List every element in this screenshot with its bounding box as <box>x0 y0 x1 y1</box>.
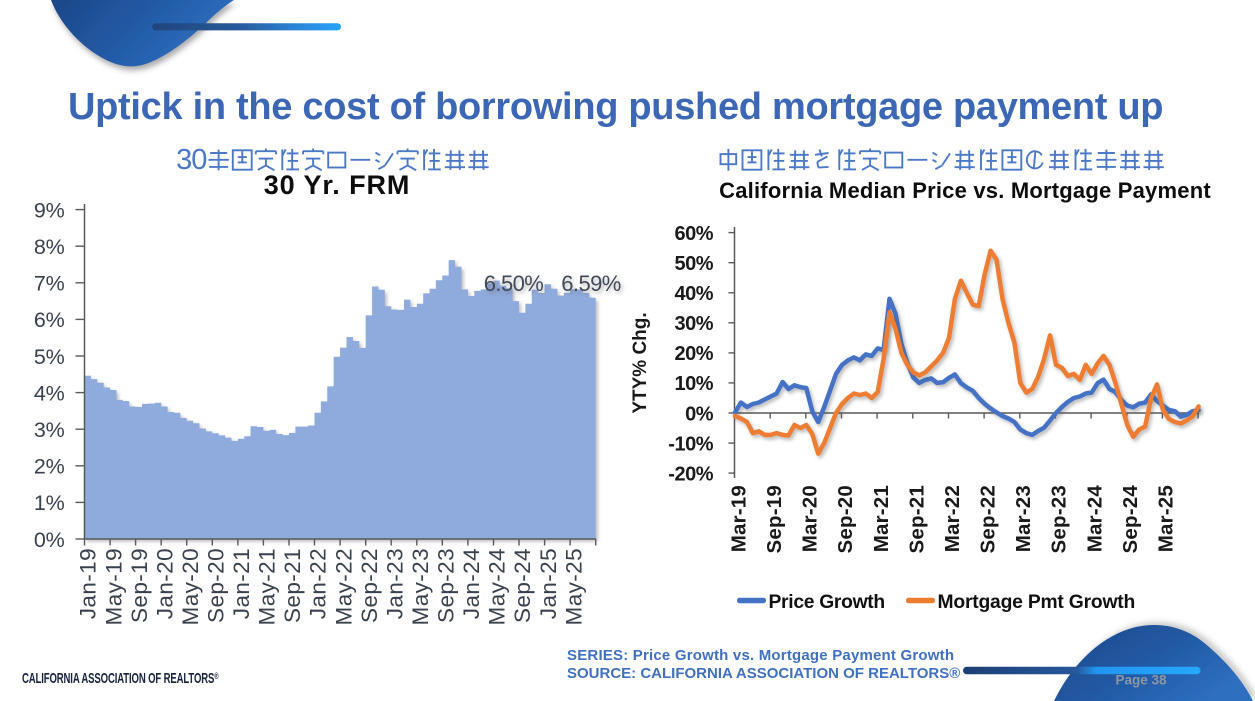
svg-text:Sep-23: Sep-23 <box>1048 485 1071 553</box>
svg-text:6.50%: 6.50% <box>484 271 543 296</box>
svg-text:Sep-20: Sep-20 <box>834 485 857 553</box>
svg-text:Sep-24: Sep-24 <box>510 548 535 623</box>
svg-text:Sep-24: Sep-24 <box>1119 485 1142 554</box>
svg-text:Jan-21: Jan-21 <box>229 548 254 619</box>
svg-text:10%: 10% <box>674 373 713 395</box>
svg-text:May-24: May-24 <box>485 548 510 625</box>
svg-text:Jan-22: Jan-22 <box>306 548 331 619</box>
svg-text:60%: 60% <box>674 223 713 245</box>
svg-text:Sep-21: Sep-21 <box>905 485 928 553</box>
svg-text:4%: 4% <box>34 381 65 405</box>
svg-text:20%: 20% <box>674 343 713 365</box>
svg-text:California Median Price vs. Mo: California Median Price vs. Mortgage Pay… <box>719 178 1211 203</box>
svg-text:Sep-21: Sep-21 <box>280 548 305 623</box>
svg-text:Sep-20: Sep-20 <box>204 548 229 623</box>
svg-text:Mar-25: Mar-25 <box>1155 485 1178 552</box>
svg-text:0%: 0% <box>34 528 65 552</box>
svg-text:0: 0 <box>191 144 207 176</box>
svg-text:CALIFORNIA ASSOCIATION OF REAL: CALIFORNIA ASSOCIATION OF REALTORS® <box>22 670 219 687</box>
svg-text:SOURCE: CALIFORNIA ASSOCIATION: SOURCE: CALIFORNIA ASSOCIATION OF REALTO… <box>567 665 960 682</box>
svg-text:Jan-20: Jan-20 <box>152 548 177 619</box>
svg-text:May-25: May-25 <box>561 548 586 625</box>
svg-text:Sep-22: Sep-22 <box>977 485 1000 553</box>
svg-text:Sep-19: Sep-19 <box>127 548 152 623</box>
svg-text:30%: 30% <box>674 313 713 335</box>
svg-text:30 Yr. FRM: 30 Yr. FRM <box>264 170 411 200</box>
svg-text:SERIES: Price Growth vs. Mortg: SERIES: Price Growth vs. Mortgage Paymen… <box>567 647 954 664</box>
svg-text:May-19: May-19 <box>101 548 126 625</box>
svg-text:3: 3 <box>176 144 192 176</box>
svg-text:6.59%: 6.59% <box>561 271 620 296</box>
svg-text:Mar-19: Mar-19 <box>728 485 751 552</box>
svg-text:May-22: May-22 <box>331 548 356 625</box>
svg-text:Jan-25: Jan-25 <box>536 548 561 619</box>
svg-text:Uptick in the cost of borrowin: Uptick in the cost of borrowing pushed m… <box>68 86 1163 128</box>
svg-text:Jan-24: Jan-24 <box>459 548 484 619</box>
svg-text:Page 38: Page 38 <box>1115 673 1167 688</box>
svg-text:5%: 5% <box>34 345 65 369</box>
svg-text:Sep-23: Sep-23 <box>434 548 459 623</box>
svg-text:-10%: -10% <box>668 433 713 455</box>
svg-text:Mortgage Pmt Growth: Mortgage Pmt Growth <box>938 592 1136 613</box>
svg-text:Mar-23: Mar-23 <box>1012 485 1035 552</box>
svg-text:8%: 8% <box>34 235 65 259</box>
svg-text:-20%: -20% <box>668 463 713 485</box>
svg-text:May-20: May-20 <box>178 548 203 625</box>
svg-text:Sep-19: Sep-19 <box>763 485 786 553</box>
svg-text:1%: 1% <box>34 491 65 515</box>
svg-text:Mar-22: Mar-22 <box>941 485 964 552</box>
svg-text:9%: 9% <box>34 198 65 222</box>
svg-text:2%: 2% <box>34 455 65 479</box>
svg-text:May-21: May-21 <box>255 548 280 625</box>
svg-text:6%: 6% <box>34 308 65 332</box>
svg-text:50%: 50% <box>674 253 713 275</box>
svg-text:Price Growth: Price Growth <box>769 592 885 613</box>
svg-text:Mar-21: Mar-21 <box>870 485 893 552</box>
svg-text:3%: 3% <box>34 418 65 442</box>
svg-text:Jan-19: Jan-19 <box>76 548 101 619</box>
svg-text:40%: 40% <box>674 283 713 305</box>
svg-text:Mar-20: Mar-20 <box>799 485 822 552</box>
svg-text:Jan-23: Jan-23 <box>382 548 407 619</box>
svg-text:7%: 7% <box>34 272 65 296</box>
svg-text:0%: 0% <box>685 403 714 425</box>
svg-text:YTY% Chg.: YTY% Chg. <box>630 312 651 413</box>
svg-text:Sep-22: Sep-22 <box>357 548 382 623</box>
svg-text:Mar-24: Mar-24 <box>1083 485 1106 553</box>
svg-text:May-23: May-23 <box>408 548 433 625</box>
